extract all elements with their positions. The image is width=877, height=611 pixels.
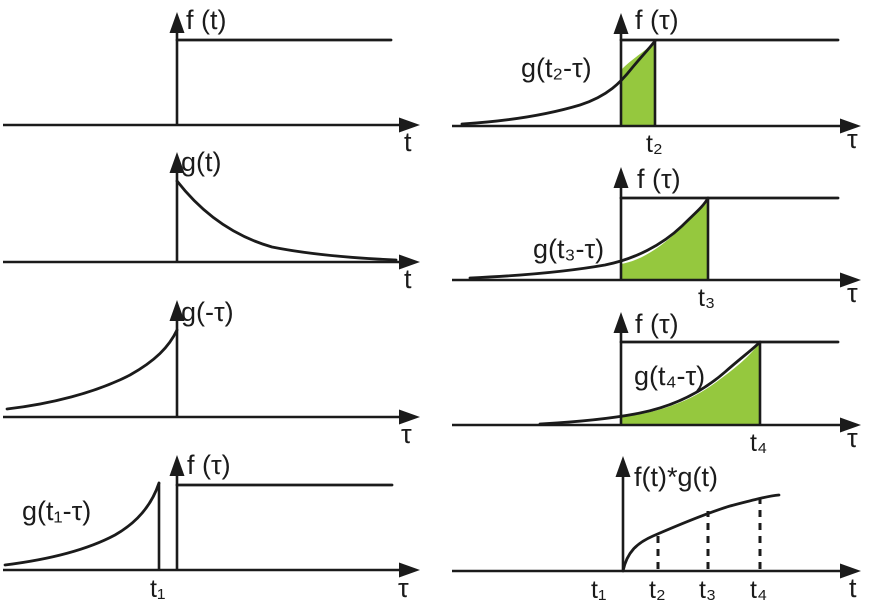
curve-convolution — [621, 493, 781, 573]
curve-label: g(t₄-τ) — [634, 361, 705, 391]
y-axis-arrowhead-icon — [613, 13, 629, 34]
panel-convolution-result: f(t)*g(t) t₁ t₂ t₃ t₄ t — [452, 456, 861, 604]
curve-g-mirrored — [5, 328, 179, 411]
panel-g-t: g(t) t — [3, 147, 420, 294]
panel-g-t4-tau: g(t₄-τ) f (τ) t₄ τ — [452, 309, 861, 457]
tick-label-t4: t₄ — [750, 576, 767, 604]
curve-g-shifted — [3, 481, 161, 567]
y-axis-label: f (τ) — [635, 5, 679, 35]
y-axis-arrowhead-icon — [169, 300, 185, 321]
y-axis-arrowhead-icon — [169, 152, 185, 173]
tick-label-t3: t₃ — [698, 284, 715, 312]
y-axis-arrowhead-icon — [613, 167, 629, 188]
tick-label-t2: t₂ — [646, 130, 663, 158]
y-axis-label: f (t) — [186, 5, 227, 35]
tick-label-t3: t₃ — [699, 576, 716, 604]
curve-label: g(t₂-τ) — [521, 53, 592, 83]
x-axis-label: τ — [847, 124, 858, 154]
x-axis-label: τ — [847, 423, 858, 453]
shaded-area-t4 — [621, 342, 760, 424]
tick-label-t2: t₂ — [649, 576, 666, 604]
shaded-area-t3 — [621, 198, 708, 279]
curve-label: g(t₃-τ) — [533, 234, 604, 264]
panel-g-t3-tau: g(t₃-τ) f (τ) t₃ τ — [452, 164, 861, 312]
x-axis-arrowhead-icon — [840, 118, 861, 134]
x-axis-arrowhead-icon — [840, 417, 861, 433]
y-axis-label: f (τ) — [635, 309, 679, 339]
y-axis-arrowhead-icon — [613, 312, 629, 333]
y-axis-arrowhead-icon — [169, 455, 185, 476]
y-axis-label: g(t) — [181, 147, 222, 177]
curve-g-decay — [175, 179, 398, 262]
y-axis-arrowhead-icon — [615, 456, 631, 477]
panel-g-t1-tau: g(t₁-τ) f (τ) t₁ τ — [3, 450, 420, 603]
panel-g-minus-tau: g(-τ) τ — [3, 297, 420, 449]
tick-label-t1: t₁ — [150, 575, 165, 603]
x-axis-arrowhead-icon — [840, 272, 861, 288]
x-axis-arrowhead-icon — [399, 117, 420, 133]
curve-g-shifted — [538, 340, 762, 426]
y-axis-label: g(-τ) — [181, 297, 234, 327]
x-axis-label: t — [404, 264, 412, 294]
shaded-area-t2 — [621, 41, 655, 125]
x-axis-label: τ — [401, 419, 412, 449]
curve-label: g(t₁-τ) — [22, 496, 91, 526]
x-axis-arrowhead-icon — [399, 254, 420, 270]
y-axis-label: f (τ) — [637, 164, 681, 194]
tick-label-t4: t₄ — [750, 429, 767, 457]
x-axis-label: t — [404, 127, 412, 157]
x-axis-label: τ — [847, 278, 858, 308]
x-axis-label: t — [849, 573, 857, 603]
x-axis-arrowhead-icon — [399, 562, 420, 578]
x-axis-label: τ — [398, 573, 409, 603]
tick-label-t1: t₁ — [591, 576, 606, 604]
curve-g-shifted — [468, 196, 710, 280]
x-axis-arrowhead-icon — [399, 409, 420, 425]
panel-g-t2-tau: g(t₂-τ) f (τ) t₂ τ — [452, 5, 861, 158]
y-axis-label: f (τ) — [187, 450, 231, 480]
y-axis-label: f(t)*g(t) — [634, 462, 718, 492]
x-axis-arrowhead-icon — [840, 563, 861, 579]
y-axis-arrowhead-icon — [169, 12, 185, 33]
panel-f-t: f (t) t — [3, 5, 420, 157]
curve-g-shifted — [460, 39, 657, 126]
